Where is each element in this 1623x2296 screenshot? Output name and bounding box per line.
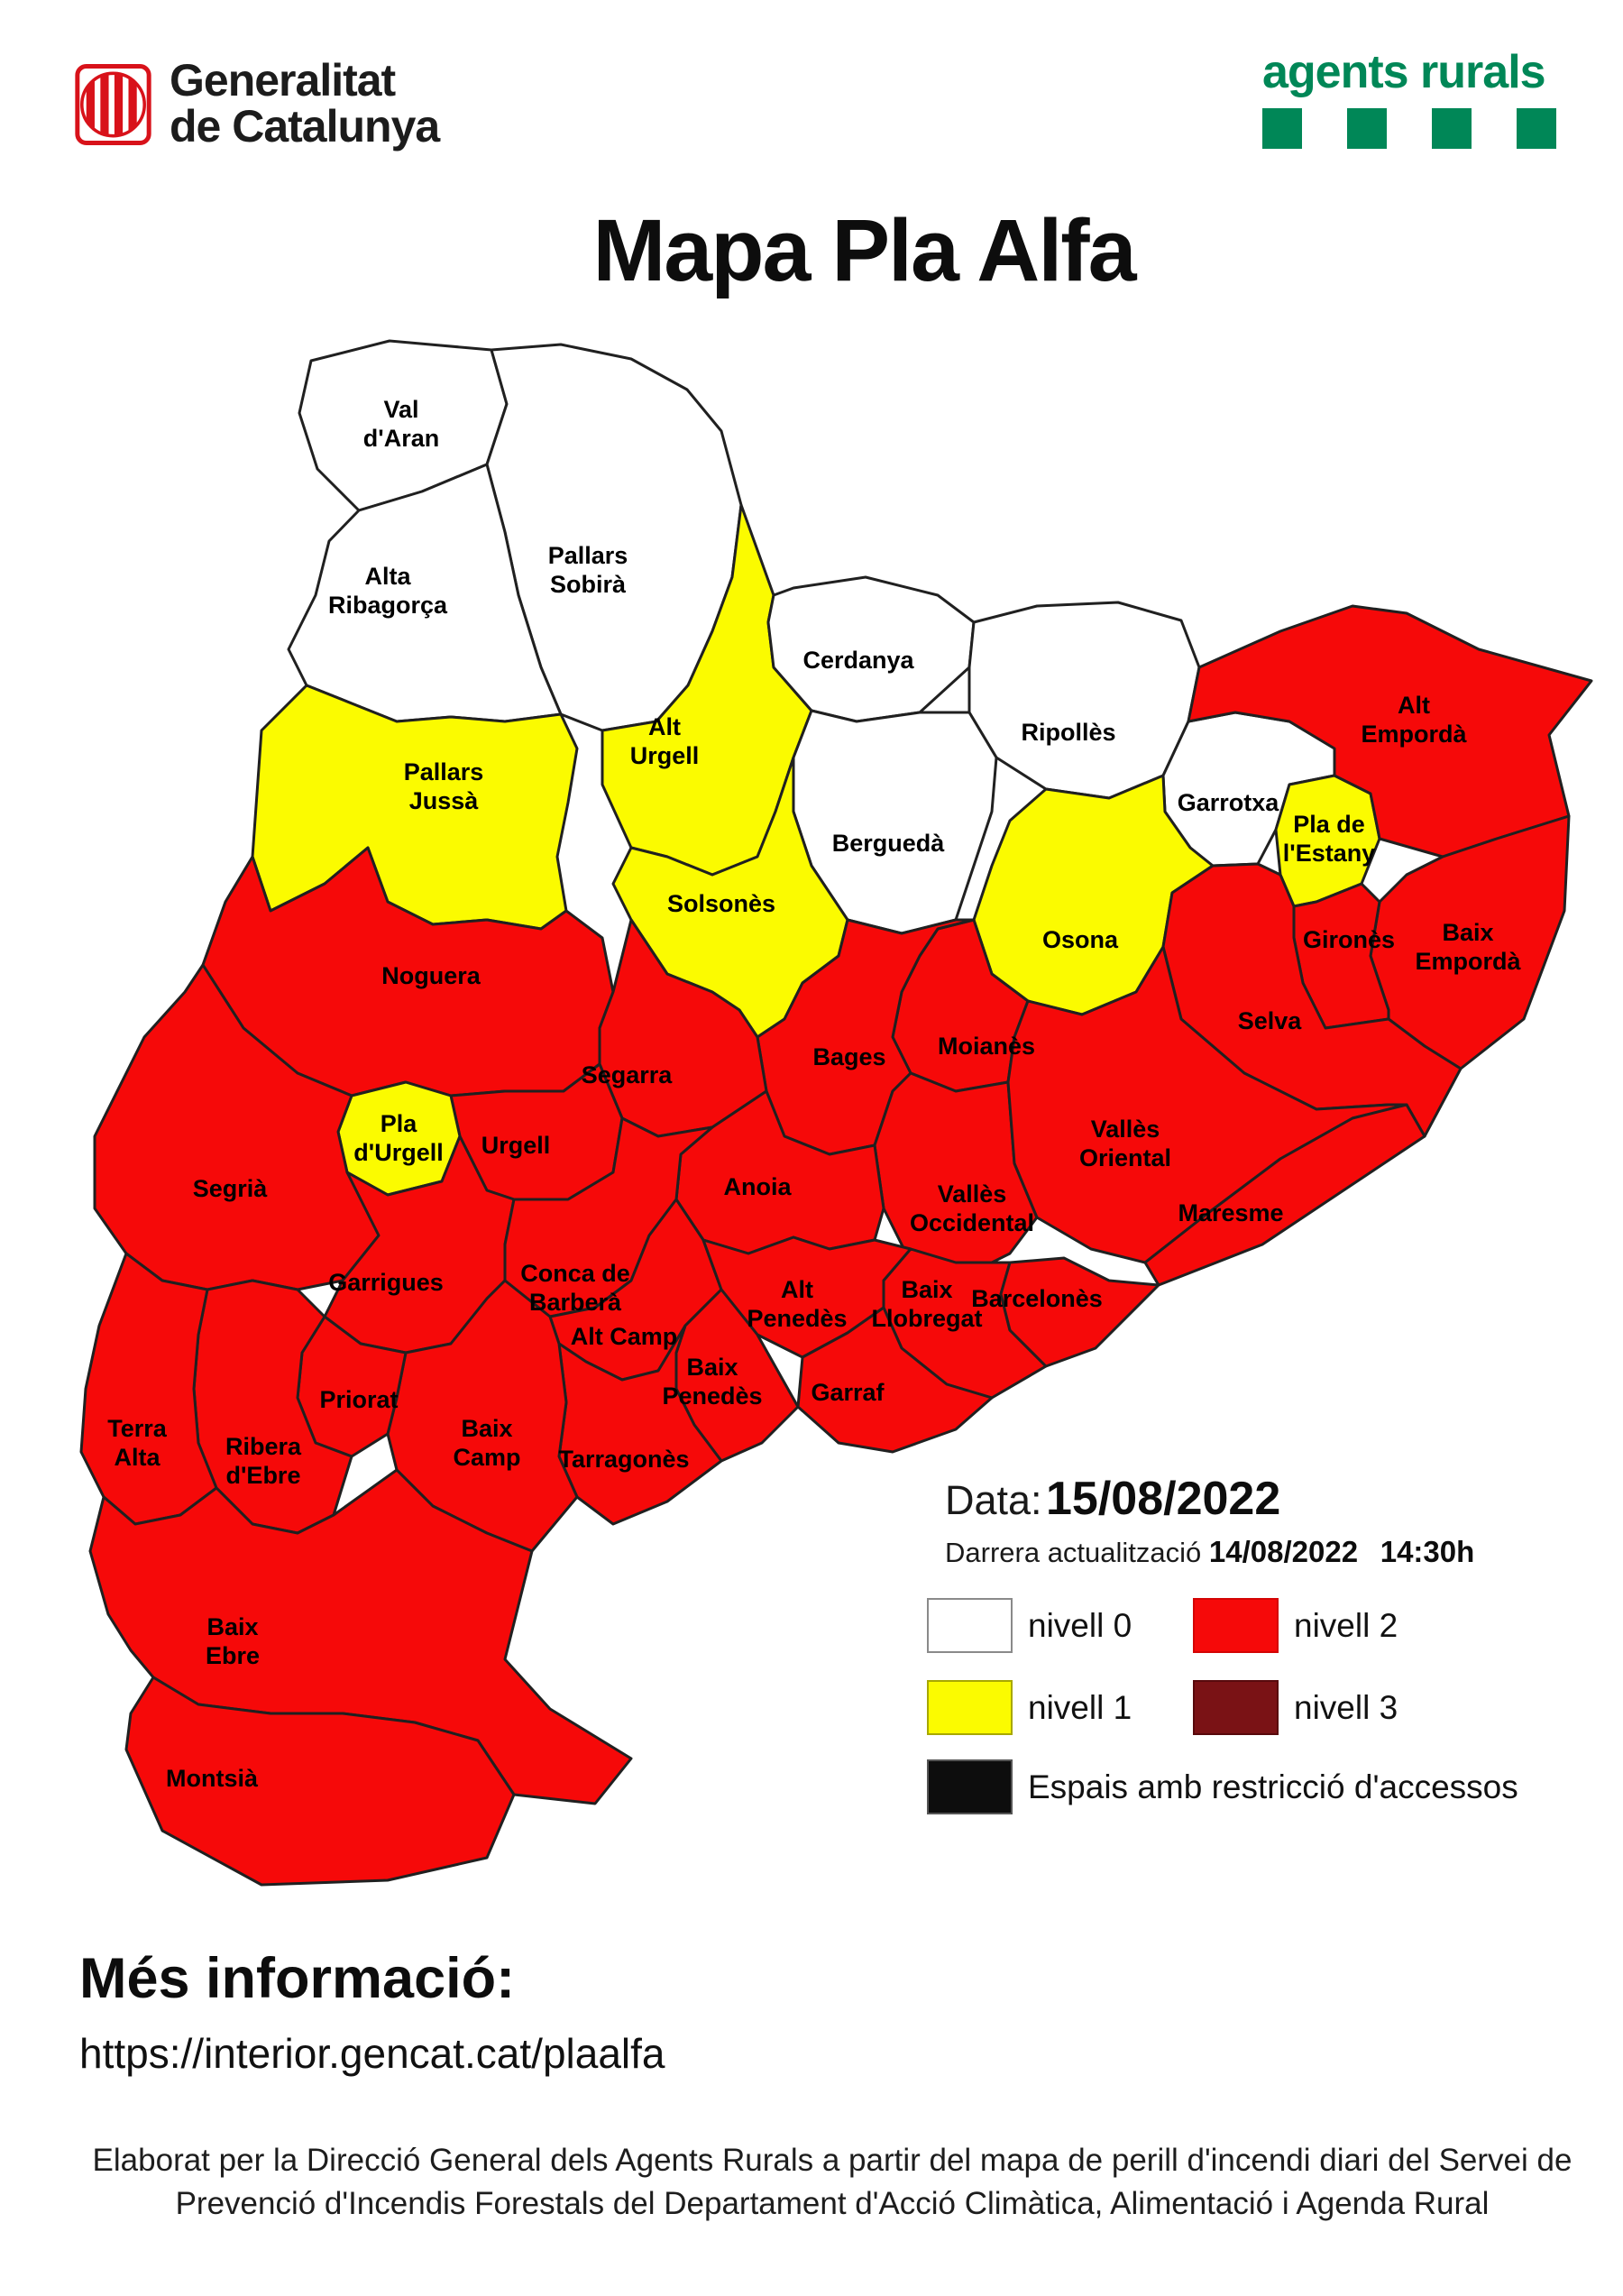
region-barcelones (999, 1256, 1160, 1368)
region-label-garrotxa: Garrotxa (1178, 789, 1280, 816)
region-baix-llobregat (882, 1247, 1048, 1400)
region-terra-alta (79, 1252, 218, 1526)
update-date: 14/08/2022 (1208, 1535, 1359, 1568)
region-label-selva: Selva (1238, 1007, 1303, 1034)
region-label-priorat: Priorat (319, 1386, 398, 1413)
region-label-moianes: Moianès (938, 1033, 1035, 1060)
region-label-baix-penedes: Baix Penedès (662, 1354, 762, 1410)
region-label-pallars-jussa: Pallars Jussà (404, 758, 484, 814)
region-label-garrigues: Garrigues (328, 1269, 444, 1296)
region-label-montsia: Montsià (166, 1765, 259, 1792)
region-cerdanya (766, 575, 976, 723)
update-line: Darrera actualització 14/08/2022 14:30h (945, 1535, 1474, 1569)
nivell-2-label: nivell 2 (1294, 1606, 1398, 1644)
generalitat-logo-icon (75, 63, 151, 146)
region-ripolles (967, 601, 1201, 800)
region-label-baix-llobregat: Baix Llobregat (871, 1276, 982, 1332)
region-label-tarragones: Tarragonès (558, 1446, 689, 1473)
region-label-valles-occidental: Vallès Occidental (910, 1180, 1034, 1236)
update-label: Darrera actualització (945, 1537, 1202, 1568)
date-value: 15/08/2022 (1046, 1473, 1281, 1525)
nivell-2-swatch (1193, 1598, 1279, 1653)
more-info-url[interactable]: https://interior.gencat.cat/plaalfa (79, 2030, 665, 2077)
agents-square (1347, 108, 1387, 149)
generalitat-line2: de Catalunya (170, 101, 440, 152)
legend-item-nivell-3: nivell 3 (1193, 1680, 1398, 1735)
region-label-alta-ribagorca: Alta Ribagorça (328, 563, 448, 619)
region-label-cerdanya: Cerdanya (802, 647, 914, 674)
region-label-barcelones: Barcelonès (971, 1285, 1103, 1312)
nivell-3-label: nivell 3 (1294, 1688, 1398, 1726)
agents-rurals-squares-icon (1262, 108, 1556, 149)
region-montsia (124, 1676, 516, 1887)
region-label-urgell: Urgell (481, 1132, 551, 1159)
agents-rurals-wordmark: agents rurals (1262, 46, 1546, 98)
legend-item-nivell-0: nivell 0 (927, 1598, 1132, 1653)
region-label-ripolles: Ripollès (1021, 719, 1115, 746)
region-label-alt-urgell: Alt Urgell (630, 713, 700, 769)
region-label-girones: Gironès (1303, 926, 1395, 953)
legend-item-nivell-1: nivell 1 (927, 1680, 1132, 1735)
more-info-heading: Més informació: (79, 1947, 516, 2010)
region-label-alt-emporda: Alt Empordà (1361, 692, 1467, 748)
region-label-segria: Segrià (193, 1175, 269, 1202)
region-garraf (796, 1306, 994, 1454)
credit-line2: Prevenció d'Incendis Forestals del Depar… (175, 2186, 1490, 2221)
region-label-baix-camp: Baix Camp (453, 1415, 520, 1471)
update-time: 14:30h (1380, 1535, 1475, 1568)
nivell-0-swatch (927, 1598, 1013, 1653)
region-label-noguera: Noguera (381, 962, 481, 989)
agents-rurals-logo: agents rurals (1262, 45, 1556, 149)
region-label-garraf: Garraf (811, 1379, 885, 1406)
region-label-alt-penedes: Alt Penedès (747, 1276, 847, 1332)
restriccions-swatch (927, 1759, 1013, 1814)
agents-square (1517, 108, 1556, 149)
region-label-anoia: Anoia (723, 1173, 792, 1200)
legend-item-nivell-2: nivell 2 (1193, 1598, 1398, 1653)
region-label-bages: Bages (812, 1043, 885, 1070)
region-label-conca-barbera: Conca de Barberà (520, 1260, 630, 1316)
region-label-valles-oriental: Vallès Oriental (1079, 1116, 1171, 1171)
generalitat-line1: Generalitat (170, 55, 396, 106)
legend-item-restriccions: Espais amb restricció d'accessos (927, 1759, 1518, 1814)
date-label: Data: (945, 1477, 1042, 1523)
nivell-1-label: nivell 1 (1028, 1688, 1132, 1726)
region-label-pallars-sobira: Pallars Sobirà (548, 542, 628, 598)
region-label-baix-ebre: Baix Ebre (206, 1613, 260, 1669)
region-label-terra-alta: Terra Alta (107, 1415, 168, 1471)
region-label-pla-estany: Pla de l'Estany (1283, 811, 1375, 867)
region-label-segarra: Segarra (582, 1061, 674, 1088)
region-label-bergueda: Berguedà (832, 830, 946, 857)
legend: nivell 0 nivell 2 nivell 1 nivell 3 Espa… (927, 1598, 1576, 1832)
region-label-solsones: Solsonès (667, 890, 775, 917)
region-label-alt-camp: Alt Camp (571, 1323, 678, 1350)
region-label-ribera-ebre: Ribera d'Ebre (225, 1433, 302, 1489)
region-label-pla-urgell: Pla d'Urgell (353, 1110, 443, 1166)
nivell-3-swatch (1193, 1680, 1279, 1735)
region-label-baix-emporda: Baix Empordà (1415, 919, 1521, 975)
region-maresme (1143, 1103, 1426, 1287)
agents-square (1262, 108, 1302, 149)
restriccions-label: Espais amb restricció d'accessos (1028, 1768, 1518, 1805)
credit-line1: Elaborat per la Direcció General dels Ag… (92, 2143, 1573, 2178)
generalitat-wordmark: Generalitat de Catalunya (170, 55, 440, 152)
agents-square (1432, 108, 1472, 149)
nivell-0-label: nivell 0 (1028, 1606, 1132, 1644)
region-label-maresme: Maresme (1178, 1199, 1283, 1226)
credit-text: Elaborat per la Direcció General dels Ag… (0, 2139, 1623, 2226)
region-label-val-daran: Val d'Aran (363, 396, 439, 452)
nivell-1-swatch (927, 1680, 1013, 1735)
date-line: Data: 15/08/2022 (945, 1472, 1280, 1526)
page-title: Mapa Pla Alfa (592, 201, 1136, 299)
region-label-osona: Osona (1042, 926, 1119, 953)
